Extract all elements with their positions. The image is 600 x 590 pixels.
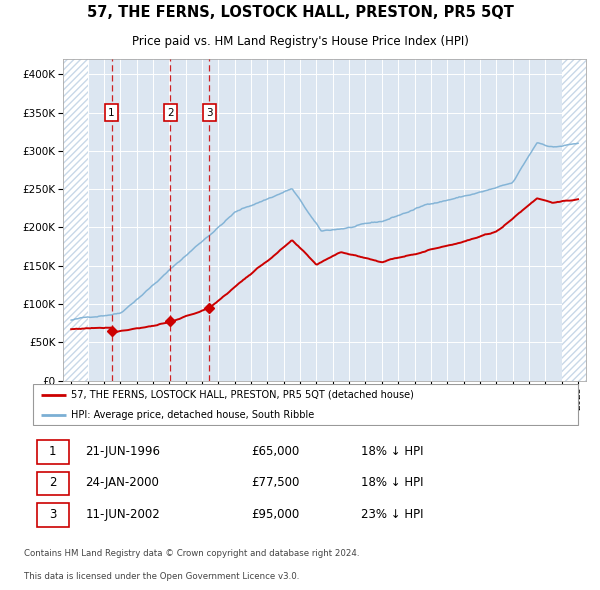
Text: 2: 2 [49, 476, 56, 490]
Text: 3: 3 [206, 107, 212, 117]
Text: 57, THE FERNS, LOSTOCK HALL, PRESTON, PR5 5QT: 57, THE FERNS, LOSTOCK HALL, PRESTON, PR… [86, 5, 514, 20]
Text: HPI: Average price, detached house, South Ribble: HPI: Average price, detached house, Sout… [71, 409, 314, 419]
Text: 18% ↓ HPI: 18% ↓ HPI [361, 476, 424, 490]
Text: 1: 1 [49, 445, 56, 458]
Text: 2: 2 [167, 107, 174, 117]
Text: £95,000: £95,000 [251, 508, 299, 521]
Text: £77,500: £77,500 [251, 476, 299, 490]
Bar [562, 59, 586, 381]
FancyBboxPatch shape [33, 384, 578, 425]
FancyBboxPatch shape [37, 440, 68, 464]
Text: 11-JUN-2002: 11-JUN-2002 [85, 508, 160, 521]
Text: 18% ↓ HPI: 18% ↓ HPI [361, 445, 424, 458]
Bar [63, 59, 88, 381]
Text: 21-JUN-1996: 21-JUN-1996 [85, 445, 160, 458]
FancyBboxPatch shape [37, 503, 68, 527]
Text: 23% ↓ HPI: 23% ↓ HPI [361, 508, 424, 521]
Text: Price paid vs. HM Land Registry's House Price Index (HPI): Price paid vs. HM Land Registry's House … [131, 35, 469, 48]
Text: 24-JAN-2000: 24-JAN-2000 [85, 476, 159, 490]
Text: £65,000: £65,000 [251, 445, 299, 458]
Text: This data is licensed under the Open Government Licence v3.0.: This data is licensed under the Open Gov… [23, 572, 299, 581]
Text: 1: 1 [108, 107, 115, 117]
Text: Contains HM Land Registry data © Crown copyright and database right 2024.: Contains HM Land Registry data © Crown c… [23, 549, 359, 558]
Text: 57, THE FERNS, LOSTOCK HALL, PRESTON, PR5 5QT (detached house): 57, THE FERNS, LOSTOCK HALL, PRESTON, PR… [71, 390, 414, 400]
Text: 3: 3 [49, 508, 56, 521]
FancyBboxPatch shape [37, 471, 68, 496]
